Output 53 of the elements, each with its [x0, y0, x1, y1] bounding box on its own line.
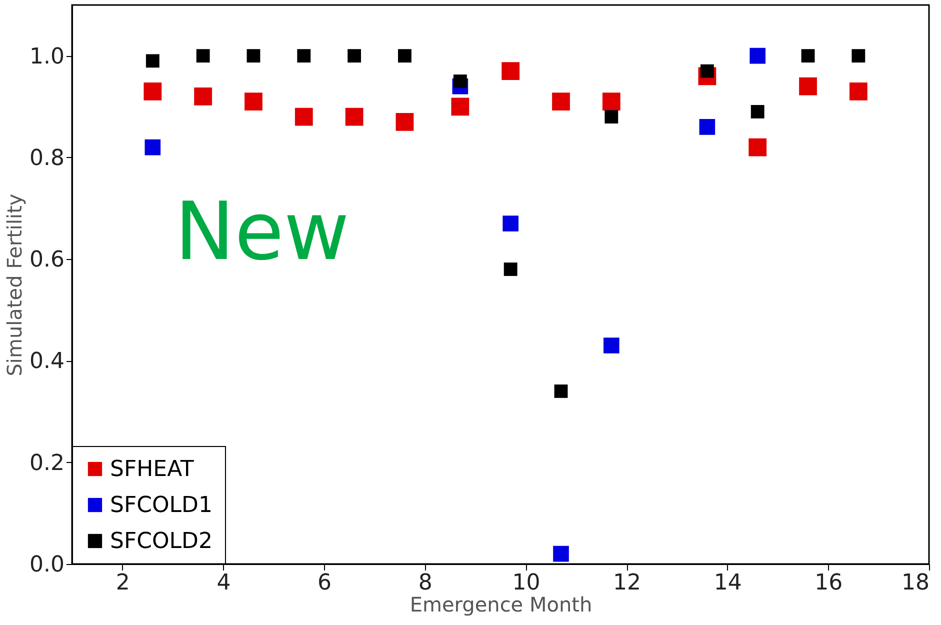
legend-label: SFHEAT [110, 457, 194, 482]
x-axis-title: Emergence Month [410, 592, 592, 616]
y-tick-label: 0.4 [30, 349, 64, 374]
x-tick-label: 8 [418, 570, 432, 596]
point [604, 338, 620, 354]
point [348, 49, 362, 63]
x-tick-label: 6 [318, 570, 332, 596]
point [504, 262, 518, 276]
x-tick-label: 18 [902, 570, 930, 596]
point [146, 54, 160, 68]
point [294, 108, 313, 126]
point [453, 74, 467, 88]
legend-label: SFCOLD2 [110, 529, 212, 554]
x-tick-label: 12 [613, 570, 642, 596]
point [849, 82, 868, 100]
point [345, 108, 364, 126]
x-tick-label: 10 [512, 570, 540, 596]
y-tick-label: 0.2 [30, 450, 64, 476]
point [604, 110, 618, 124]
y-tick-label: 1.0 [30, 44, 64, 70]
point [398, 49, 412, 63]
point [750, 105, 764, 118]
y-axis-title: Simulated Fertility [2, 194, 27, 376]
point [552, 92, 570, 110]
point [244, 92, 262, 110]
point [801, 49, 815, 63]
point [144, 139, 161, 156]
point [196, 49, 210, 63]
point [451, 98, 470, 116]
point [852, 49, 866, 63]
legend-label: SFCOLD1 [110, 493, 212, 518]
point [144, 82, 162, 100]
point [502, 216, 518, 232]
x-tick-label: 14 [714, 570, 742, 596]
point [502, 62, 520, 80]
annotation: New [174, 185, 350, 278]
point [297, 49, 311, 63]
y-tick-label: 0.8 [30, 146, 64, 171]
point [602, 92, 620, 110]
x-tick-label: 4 [216, 570, 231, 596]
x-tick-label: 16 [814, 570, 843, 596]
point [799, 77, 817, 96]
point [699, 119, 716, 135]
point [246, 49, 260, 63]
point [554, 384, 568, 398]
point [748, 138, 767, 156]
x-tick-label: 2 [116, 570, 130, 596]
point [194, 88, 212, 106]
point [750, 48, 766, 64]
point [396, 112, 414, 131]
point [553, 546, 569, 562]
y-tick-label: 0.0 [30, 552, 64, 578]
y-tick-label: 0.6 [30, 248, 64, 273]
